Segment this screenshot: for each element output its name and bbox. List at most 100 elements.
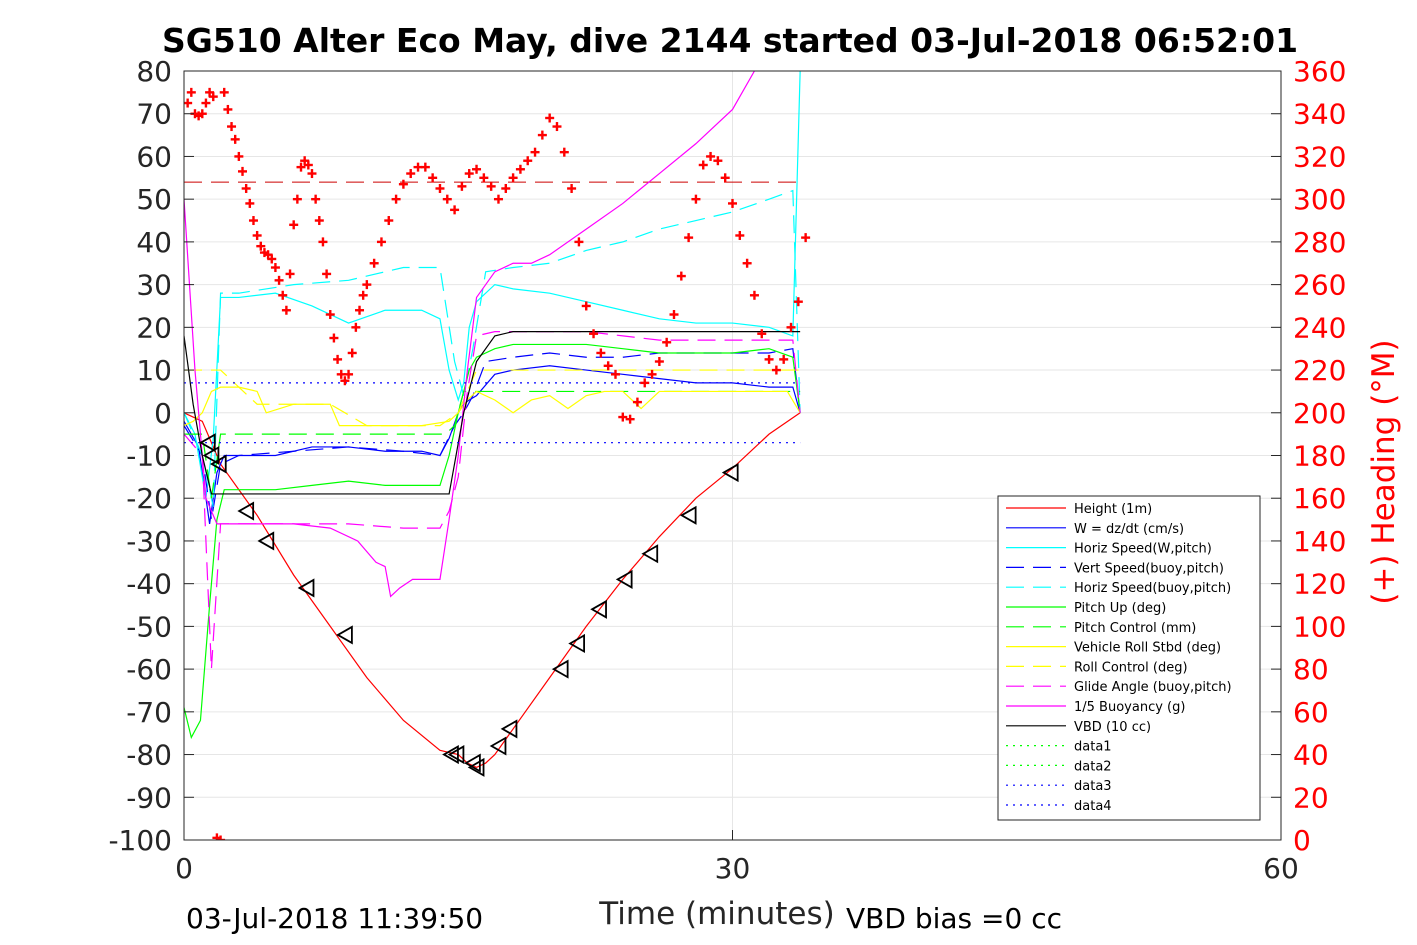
y2-tick-label: 20: [1293, 781, 1329, 814]
heading-point: [713, 156, 723, 166]
heading-point: [464, 169, 474, 179]
y-tick-label: -60: [126, 653, 172, 686]
y2-tick-label: 300: [1293, 183, 1346, 216]
y-tick-label: -70: [126, 696, 172, 729]
heading-point: [596, 348, 606, 358]
heading-point: [318, 237, 328, 247]
height-marker: [464, 753, 481, 773]
heading-point: [442, 194, 452, 204]
series-line-7: [184, 386, 801, 427]
heading-point: [369, 258, 379, 268]
heading-point: [216, 835, 226, 840]
heading-point: [742, 258, 752, 268]
height-marker: [209, 454, 227, 474]
y-tick-label: -50: [126, 610, 172, 643]
x-tick-label: 0: [175, 852, 193, 885]
heading-point: [728, 198, 737, 208]
heading-point: [238, 166, 248, 176]
heading-point: [684, 233, 694, 243]
legend-entry: Vehicle Roll Stbd (deg): [1074, 641, 1221, 656]
series-line-0: [184, 412, 801, 769]
marker-layer: [184, 87, 811, 840]
heading-point: [493, 194, 503, 204]
heading-point: [281, 305, 291, 315]
y-tick-label: 80: [136, 55, 172, 88]
heading-point: [292, 194, 302, 204]
y2-tick-label: 100: [1293, 610, 1346, 643]
y-tick-label: 30: [136, 269, 172, 302]
height-marker: [257, 531, 275, 551]
y-tick-label: -30: [126, 525, 172, 558]
y-tick-label: -40: [126, 568, 172, 601]
heading-point: [662, 337, 672, 347]
height-marker: [442, 745, 459, 765]
heading-point: [184, 98, 193, 108]
heading-point: [530, 147, 540, 157]
y-tick-label: 50: [136, 183, 172, 216]
heading-point: [311, 194, 321, 204]
height-marker: [489, 736, 507, 756]
series-layer: [184, 71, 801, 769]
heading-point: [362, 280, 372, 290]
height-marker: [202, 445, 220, 466]
heading-point: [771, 365, 781, 375]
height-marker: [590, 599, 607, 619]
heading-point: [552, 122, 562, 132]
heading-point: [355, 305, 365, 315]
heading-point: [603, 361, 613, 371]
heading-point: [230, 134, 240, 144]
heading-point: [720, 173, 730, 183]
y2-tick-label: 160: [1293, 482, 1346, 515]
heading-point: [479, 173, 489, 183]
heading-point: [786, 322, 796, 332]
heading-point: [618, 412, 628, 422]
y2-tick-label: 260: [1293, 269, 1346, 302]
heading-point: [632, 397, 642, 407]
series-line-11: [184, 331, 801, 495]
y-tick-label: -80: [126, 739, 172, 772]
footer-timestamp: 03-Jul-2018 11:39:50: [186, 902, 483, 935]
legend-entry: Roll Control (deg): [1074, 660, 1188, 675]
heading-point: [241, 183, 251, 193]
y-tick-label: 60: [136, 140, 172, 173]
heading-point: [559, 147, 569, 157]
heading-point: [274, 275, 284, 285]
heading-point: [296, 162, 306, 172]
heading-point: [669, 310, 679, 320]
heading-point: [376, 237, 386, 247]
heading-point: [691, 194, 701, 204]
y-tick-label: 0: [154, 397, 172, 430]
height-marker: [467, 757, 485, 777]
heading-point: [589, 329, 599, 339]
heading-point: [322, 269, 332, 279]
legend-entry: Vert Speed(buoy,pitch): [1074, 561, 1224, 576]
y-tick-label: -20: [126, 482, 172, 515]
heading-point: [640, 378, 650, 388]
heading-point: [537, 130, 547, 140]
legend-entry: Horiz Speed(W,pitch): [1074, 542, 1212, 557]
heading-point: [252, 230, 262, 240]
y-tick-label: -100: [108, 824, 172, 857]
series-line-9: [184, 331, 801, 670]
heading-point: [307, 169, 317, 179]
heading-point: [201, 98, 211, 108]
heading-point: [314, 216, 324, 226]
y-tick-label: 40: [136, 226, 172, 259]
heading-point: [501, 183, 511, 193]
legend-entry: Pitch Control (mm): [1074, 621, 1196, 636]
heading-point: [406, 169, 416, 179]
heading-point: [793, 297, 803, 307]
height-marker: [297, 578, 315, 598]
legend-entry: Pitch Up (deg): [1074, 601, 1166, 616]
heading-point: [779, 354, 789, 364]
footer-vbd-bias: VBD bias =0 cc: [846, 902, 1062, 935]
heading-point: [757, 329, 767, 339]
heading-point: [344, 369, 354, 379]
heading-point: [706, 151, 716, 161]
heading-point: [223, 104, 233, 114]
heading-point: [515, 164, 525, 174]
heading-point: [267, 254, 277, 264]
y2-tick-label: 40: [1293, 739, 1329, 772]
y2-tick-label: 240: [1293, 311, 1346, 344]
y2-tick-label: 140: [1293, 525, 1346, 558]
